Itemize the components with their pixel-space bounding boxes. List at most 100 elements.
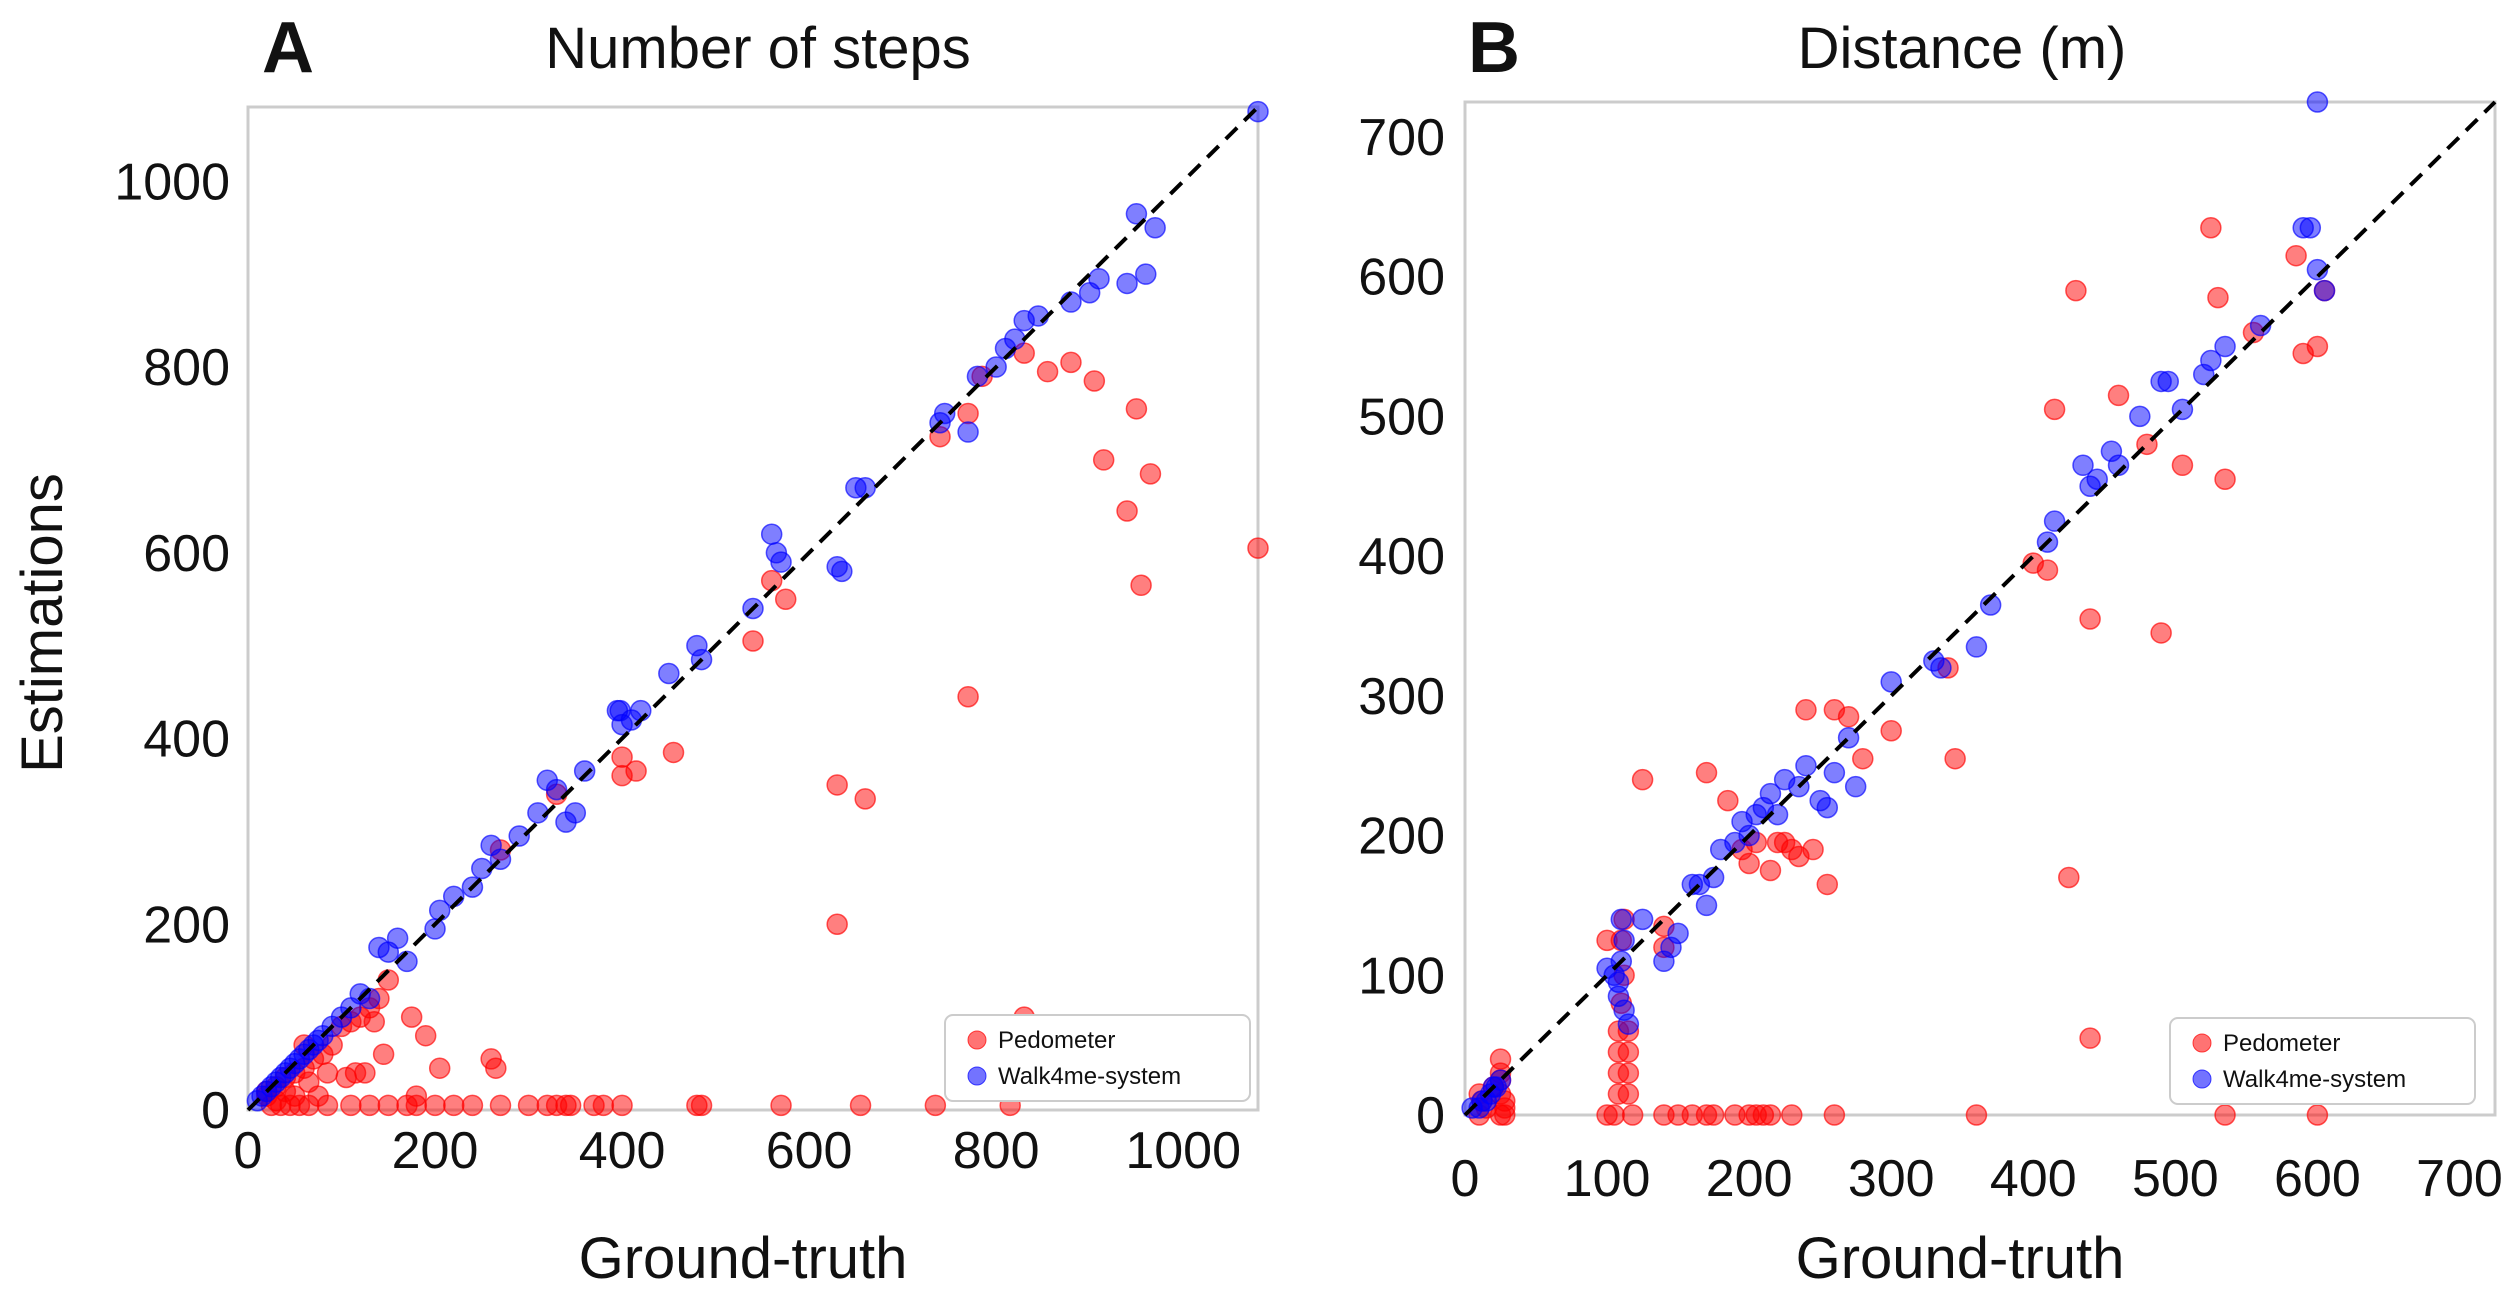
panel-a-walk4me-point	[508, 825, 530, 847]
panel-a-pedometer-point	[316, 1062, 339, 1084]
panel-b-y-tick-label: 0	[1416, 1087, 1445, 1145]
panel-a-plot-frame	[246, 105, 1260, 1112]
panel-b-walk4me-point	[2214, 335, 2236, 358]
panel-b-y-tick-label: 700	[1358, 109, 1445, 167]
panel-a-pedometer-point	[372, 1043, 395, 1066]
panel-a-walk4me-point	[770, 551, 792, 573]
panel-a-walk4me-point	[1144, 216, 1166, 239]
panel-a-pedometer-point	[774, 588, 797, 610]
panel-a-legend-pedometer-marker	[967, 1030, 987, 1050]
panel-b-pedometer-point	[1852, 747, 1874, 770]
panel-b-y-tick-label: 300	[1358, 668, 1445, 726]
panel-a-ticks: 0 200 400 600 800 1000 0 200 400 600 800 1000	[114, 153, 1241, 1180]
panel-a-walk4me-point	[386, 927, 409, 949]
panel-b-pedometer-point	[2306, 1104, 2329, 1126]
panel-a-legend-walk4me-marker	[967, 1066, 987, 1086]
panel-a-pedometer-point	[485, 1057, 507, 1079]
panel-b-legend: Pedometer Walk4me-system	[2169, 1017, 2476, 1105]
panel-b-walk4me-point	[2313, 279, 2336, 302]
panel-b-pedometer-point	[1631, 768, 1654, 791]
panel-a-pedometer-point	[770, 1094, 792, 1117]
panel-a-y-tick-label: 800	[143, 339, 230, 397]
panel-a-legend-pedometer-label: Pedometer	[998, 1027, 1115, 1054]
panel-b-legend-walk4me-marker	[2192, 1069, 2212, 1089]
panel-b-walk4me-point	[2306, 91, 2329, 113]
panel-b-legend-pedometer-label: Pedometer	[2223, 1030, 2340, 1057]
panel-a-pedometer-point	[826, 913, 848, 936]
panel-b-y-tick-label: 600	[1358, 249, 1445, 307]
panel-b-pedometer-point	[1617, 1041, 1640, 1063]
panel-b-pedometer-point	[1738, 852, 1760, 875]
panel-b-pedometer-point	[1603, 1104, 1625, 1126]
panel-a-pedometer-point	[957, 402, 979, 425]
panel-a-pedometer-point	[1092, 449, 1115, 471]
panel-a-walk4me-point	[831, 560, 853, 583]
panel-b-pedometer-point	[1795, 699, 1817, 721]
panel-b-pedometer-point	[2214, 468, 2236, 491]
panel-a-pedometer-point	[854, 788, 876, 810]
panel-a-pedometer-point	[611, 746, 633, 768]
panel-b-pedometer-point	[1802, 838, 1824, 861]
panel-a-pedometer-point	[924, 1094, 947, 1117]
panel-b-pedometer-point	[2079, 608, 2101, 630]
panel-a-letter: A	[262, 8, 314, 88]
panel-a-pedometer-point	[414, 1024, 437, 1047]
panel-b-pedometer-point	[1759, 1104, 1782, 1126]
panel-a-walk4me-point	[658, 662, 680, 685]
panel-a-pedometer-point	[1130, 574, 1152, 597]
panel-b-walk4me-point	[1844, 775, 1867, 798]
panel-b-walk4me-point	[2157, 370, 2179, 393]
panel-b-walk4me-point	[1795, 754, 1817, 777]
panel-a-pedometer-point	[354, 1062, 376, 1084]
panel-a-pedometer-point	[363, 1011, 385, 1033]
panel-b-walk4me-point	[1766, 803, 1789, 826]
panel-b-walk4me-point	[1880, 671, 1902, 693]
panel-a-walk4me-point	[573, 760, 596, 782]
panel-a-pedometer-point	[400, 1006, 423, 1028]
panel-b-pedometer-point	[1717, 789, 1739, 812]
panel-a-pedometer-point	[1036, 360, 1059, 383]
panel-a-pedometer-point	[1125, 398, 1148, 420]
panel-b-pedometer-point	[2214, 1104, 2236, 1126]
panel-b-pedometer-point	[2079, 1027, 2101, 1049]
panel-a-walk4me-point	[1247, 100, 1269, 123]
panel-a-pedometer-point	[316, 1094, 339, 1117]
panel-a-pedometer-point	[611, 1094, 633, 1117]
panel-a-pedometer-point	[358, 1094, 381, 1117]
panel-a-pedometer-point	[1060, 351, 1082, 374]
panel-b-pedometer-point	[1702, 1104, 1725, 1126]
panel-a-pedometer-point	[377, 1094, 400, 1117]
panel-a-pedometer-point	[592, 1094, 615, 1117]
panel-a-walk4me-point	[545, 778, 568, 801]
panel-b-walk4me-point	[2129, 405, 2151, 428]
panel-b-pedometer-point	[2150, 622, 2172, 644]
panel-b-x-tick-label: 500	[2132, 1150, 2219, 1208]
panel-a-pedometer-point	[625, 760, 647, 782]
panel-b-x-axis-label: Ground-truth	[1796, 1226, 2125, 1291]
panel-b-walk4me-point	[1930, 657, 1952, 679]
panel-b-pedometer-point	[1880, 720, 1902, 742]
panel-b-pedometer-point	[1617, 1062, 1640, 1084]
panel-b-walk4me-point	[1617, 1013, 1640, 1035]
panel-b-y-tick-label: 100	[1358, 947, 1445, 1005]
panel-a-x-axis-label: Ground-truth	[579, 1226, 908, 1291]
panel-a-pedometer-point	[428, 1057, 451, 1079]
panel-b-walk4me-point	[1610, 908, 1633, 931]
panel-a-pedometer-point	[284, 1085, 306, 1107]
panel-b-walk4me-point	[2043, 510, 2066, 532]
panel-a-walk4me-point	[933, 402, 956, 425]
panel-a-title: Number of steps	[545, 16, 971, 81]
panel-b-y-tick-label: 200	[1358, 808, 1445, 866]
panel-a-legend-box	[944, 1014, 1251, 1102]
panel-b-legend-walk4me-label: Walk4me-system	[2223, 1066, 2406, 1093]
panel-a-x-tick-label: 0	[234, 1122, 263, 1180]
panel-b-walk4me-point	[2306, 258, 2329, 281]
panel-a-pedometer-point	[340, 1094, 362, 1117]
panel-b-x-tick-label: 0	[1451, 1150, 1480, 1208]
panel-a-walk4me-point	[1116, 272, 1138, 295]
panel-b-pedometer-point	[2107, 384, 2130, 407]
panel-a-y-axis-label: Estimations	[10, 473, 75, 773]
panel-b-identity-line	[1463, 100, 2497, 1117]
panel-a-x-tick-label: 400	[579, 1122, 666, 1180]
